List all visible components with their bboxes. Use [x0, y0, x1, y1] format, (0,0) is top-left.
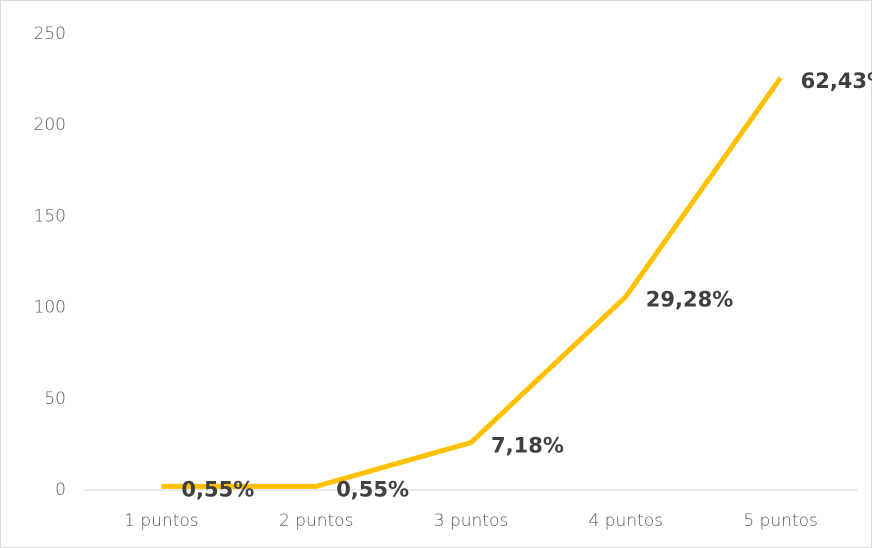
y-tick-label: 150 [34, 206, 66, 226]
x-tick-label: 4 puntos [589, 511, 663, 531]
y-tick-label: 200 [34, 115, 66, 135]
x-tick-label: 5 puntos [743, 511, 817, 531]
x-tick-label: 2 puntos [279, 511, 353, 531]
y-tick-label: 250 [34, 24, 66, 44]
y-tick-label: 50 [44, 389, 66, 409]
data-label: 29,28% [646, 288, 733, 312]
data-label: 0,55% [336, 477, 409, 501]
data-line [161, 76, 783, 489]
x-tick-label: 1 puntos [124, 511, 198, 531]
y-tick-label: 0 [55, 480, 66, 500]
data-label: 62,43% [801, 69, 872, 93]
data-label: 7,18% [491, 434, 564, 458]
x-tick-label: 3 puntos [434, 511, 508, 531]
y-tick-label: 100 [34, 298, 66, 318]
data-label: 0,55% [181, 477, 254, 501]
